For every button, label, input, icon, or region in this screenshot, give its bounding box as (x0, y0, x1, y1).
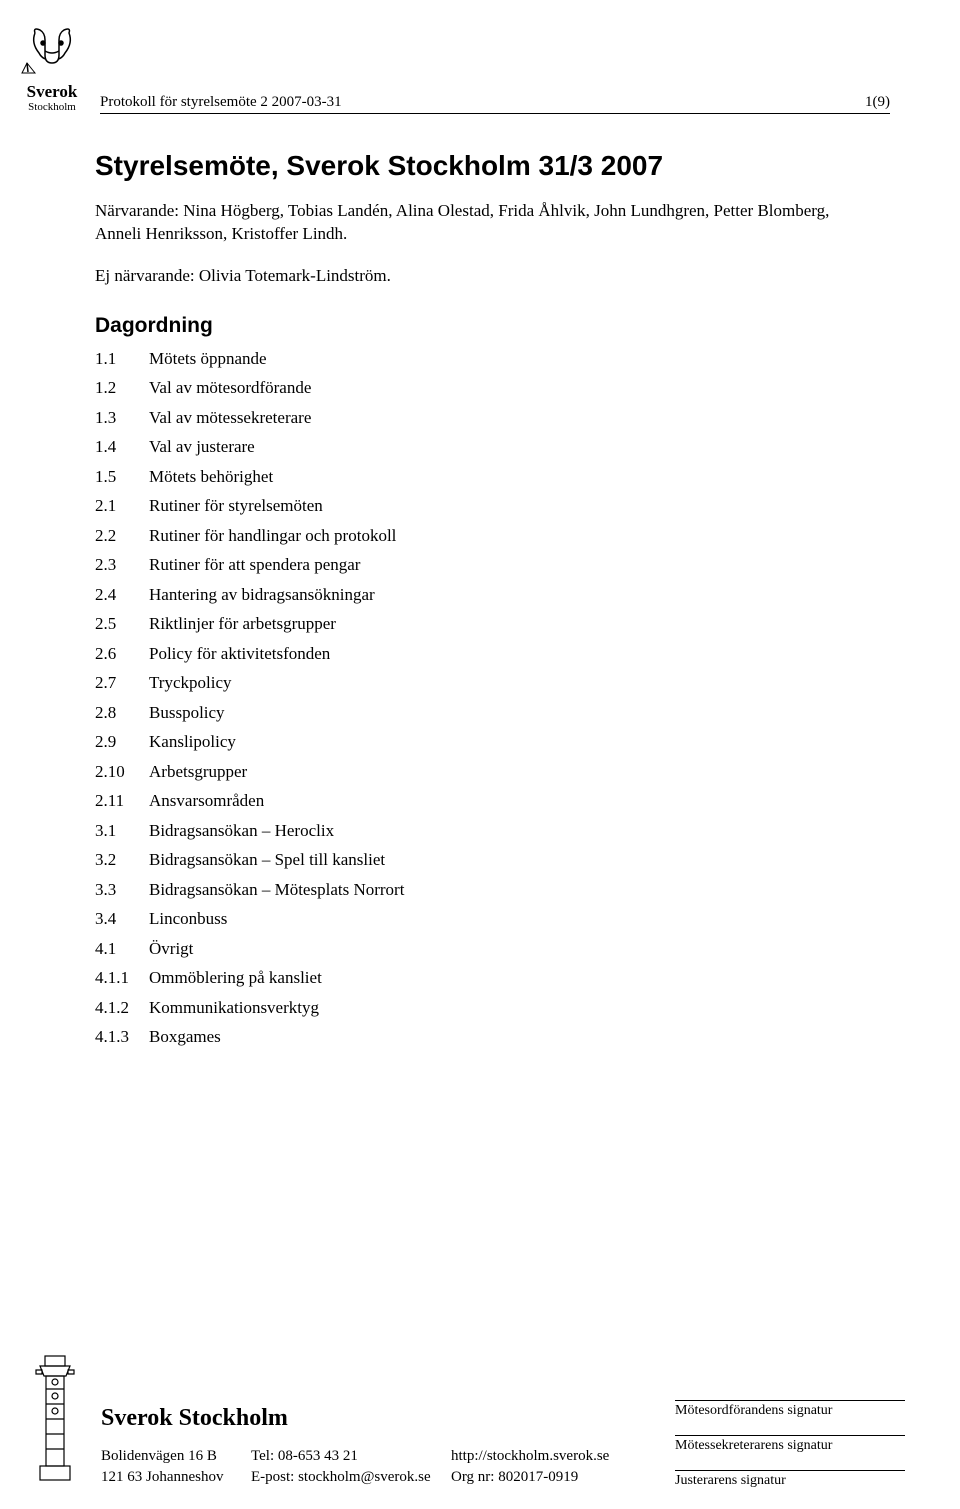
agenda-item-number: 2.10 (95, 763, 149, 780)
agenda-item-text: Boxgames (149, 1028, 221, 1045)
header-line: Protokoll för styrelsemöte 2 2007-03-31 … (100, 94, 890, 114)
agenda-item: 3.1Bidragsansökan – Heroclix (95, 822, 865, 839)
agenda-item-text: Rutiner för handlingar och protokoll (149, 527, 396, 544)
agenda-item: 2.4Hantering av bidragsansökningar (95, 586, 865, 603)
agenda-item-number: 2.4 (95, 586, 149, 603)
svg-text:Sverok: Sverok (27, 82, 78, 101)
agenda-item: 2.9Kanslipolicy (95, 733, 865, 750)
attendees: Närvarande: Nina Högberg, Tobias Landén,… (95, 200, 865, 246)
agenda-item: 2.11Ansvarsområden (95, 792, 865, 809)
footer-tel: Tel: 08-653 43 21 (251, 1446, 451, 1468)
footer-logo-icon (28, 1344, 83, 1489)
agenda-item-number: 2.9 (95, 733, 149, 750)
agenda-item-text: Policy för aktivitetsfonden (149, 645, 330, 662)
agenda-heading: Dagordning (95, 314, 865, 338)
agenda-item-text: Busspolicy (149, 704, 225, 721)
agenda-item: 3.4Linconbuss (95, 910, 865, 927)
agenda-item: 3.3Bidragsansökan – Mötesplats Norrort (95, 881, 865, 898)
agenda-item-text: Bidragsansökan – Spel till kansliet (149, 851, 385, 868)
agenda-item-number: 1.2 (95, 379, 149, 396)
agenda-item: 2.10Arbetsgrupper (95, 763, 865, 780)
absent: Ej närvarande: Olivia Totemark-Lindström… (95, 266, 865, 286)
page-number: 1(9) (865, 94, 890, 111)
agenda-item-text: Tryckpolicy (149, 674, 232, 691)
agenda-item: 2.2Rutiner för handlingar och protokoll (95, 527, 865, 544)
document-title: Styrelsemöte, Sverok Stockholm 31/3 2007 (95, 150, 865, 182)
agenda-item-number: 2.6 (95, 645, 149, 662)
agenda-item: 4.1.2Kommunikationsverktyg (95, 999, 865, 1016)
agenda-item-number: 4.1.3 (95, 1028, 149, 1045)
footer-main: Sverok Stockholm Bolidenvägen 16 B Tel: … (101, 1405, 675, 1490)
agenda-item-text: Val av mötesordförande (149, 379, 311, 396)
agenda-item: 2.8Busspolicy (95, 704, 865, 721)
agenda-item-text: Rutiner för styrelsemöten (149, 497, 323, 514)
agenda-item: 1.2Val av mötesordförande (95, 379, 865, 396)
agenda-item-text: Val av mötessekreterare (149, 409, 311, 426)
agenda-item-text: Ommöblering på kansliet (149, 969, 322, 986)
agenda-item-text: Arbetsgrupper (149, 763, 247, 780)
agenda-item-number: 4.1.2 (95, 999, 149, 1016)
agenda-item-number: 3.1 (95, 822, 149, 839)
agenda-item-text: Riktlinjer för arbetsgrupper (149, 615, 336, 632)
agenda-item-number: 2.11 (95, 792, 149, 809)
header-text: Protokoll för styrelsemöte 2 2007-03-31 (100, 94, 865, 111)
sig-label-3: Justerarens signatur (675, 1473, 786, 1488)
agenda-item-number: 3.4 (95, 910, 149, 927)
svg-text:Stockholm: Stockholm (28, 101, 76, 113)
agenda-item-text: Kommunikationsverktyg (149, 999, 319, 1016)
agenda-item-number: 2.7 (95, 674, 149, 691)
footer-orgnr: Org nr: 802017-0919 (451, 1467, 621, 1489)
agenda-item-text: Ansvarsområden (149, 792, 264, 809)
agenda-item-text: Bidragsansökan – Heroclix (149, 822, 334, 839)
agenda-item-number: 4.1 (95, 940, 149, 957)
agenda-item-number: 2.2 (95, 527, 149, 544)
agenda-item-text: Övrigt (149, 940, 193, 957)
agenda-item: 4.1Övrigt (95, 940, 865, 957)
agenda-item: 3.2Bidragsansökan – Spel till kansliet (95, 851, 865, 868)
agenda-item: 1.1Mötets öppnande (95, 350, 865, 367)
agenda-item: 4.1.1Ommöblering på kansliet (95, 969, 865, 986)
agenda-item: 4.1.3Boxgames (95, 1028, 865, 1045)
agenda-item-text: Mötets öppnande (149, 350, 267, 367)
agenda-item-number: 4.1.1 (95, 969, 149, 986)
agenda-item-number: 1.4 (95, 438, 149, 455)
agenda-item-text: Linconbuss (149, 910, 227, 927)
agenda-item: 2.7Tryckpolicy (95, 674, 865, 691)
agenda-item-number: 1.3 (95, 409, 149, 426)
agenda-item: 2.3Rutiner för att spendera pengar (95, 556, 865, 573)
content: Styrelsemöte, Sverok Stockholm 31/3 2007… (0, 120, 960, 1045)
agenda-item-number: 2.5 (95, 615, 149, 632)
agenda-item-text: Bidragsansökan – Mötesplats Norrort (149, 881, 404, 898)
agenda-item-text: Val av justerare (149, 438, 255, 455)
agenda-item: 2.1Rutiner för styrelsemöten (95, 497, 865, 514)
agenda-item-text: Mötets behörighet (149, 468, 273, 485)
agenda-item: 1.4Val av justerare (95, 438, 865, 455)
agenda-item-number: 2.1 (95, 497, 149, 514)
agenda-item: 1.5Mötets behörighet (95, 468, 865, 485)
agenda-item-text: Rutiner för att spendera pengar (149, 556, 360, 573)
footer-url: http://stockholm.sverok.se (451, 1446, 621, 1468)
signature-block: Mötesordförandens signatur Mötessekreter… (675, 1400, 905, 1489)
agenda-item-number: 1.1 (95, 350, 149, 367)
agenda-item-number: 2.8 (95, 704, 149, 721)
agenda-item: 2.6Policy för aktivitetsfonden (95, 645, 865, 662)
page-header: Sverok Stockholm Protokoll för styrelsem… (0, 0, 960, 120)
agenda-item-number: 1.5 (95, 468, 149, 485)
page-footer: Sverok Stockholm Bolidenvägen 16 B Tel: … (0, 1344, 960, 1489)
logo-icon: Sverok Stockholm (15, 25, 90, 120)
agenda-item-number: 3.3 (95, 881, 149, 898)
agenda-list: 1.1Mötets öppnande1.2Val av mötesordföra… (95, 350, 865, 1046)
agenda-item-number: 3.2 (95, 851, 149, 868)
footer-email: E-post: stockholm@sverok.se (251, 1467, 451, 1489)
agenda-item: 2.5Riktlinjer för arbetsgrupper (95, 615, 865, 632)
agenda-item-text: Hantering av bidragsansökningar (149, 586, 375, 603)
footer-org: Sverok Stockholm (101, 1405, 675, 1432)
agenda-item: 1.3Val av mötessekreterare (95, 409, 865, 426)
agenda-item-text: Kanslipolicy (149, 733, 236, 750)
sig-label-2: Mötessekreterarens signatur (675, 1438, 832, 1453)
sig-label-1: Mötesordförandens signatur (675, 1403, 832, 1418)
footer-addr1: Bolidenvägen 16 B (101, 1446, 251, 1468)
footer-addr2: 121 63 Johanneshov (101, 1467, 251, 1489)
agenda-item-number: 2.3 (95, 556, 149, 573)
